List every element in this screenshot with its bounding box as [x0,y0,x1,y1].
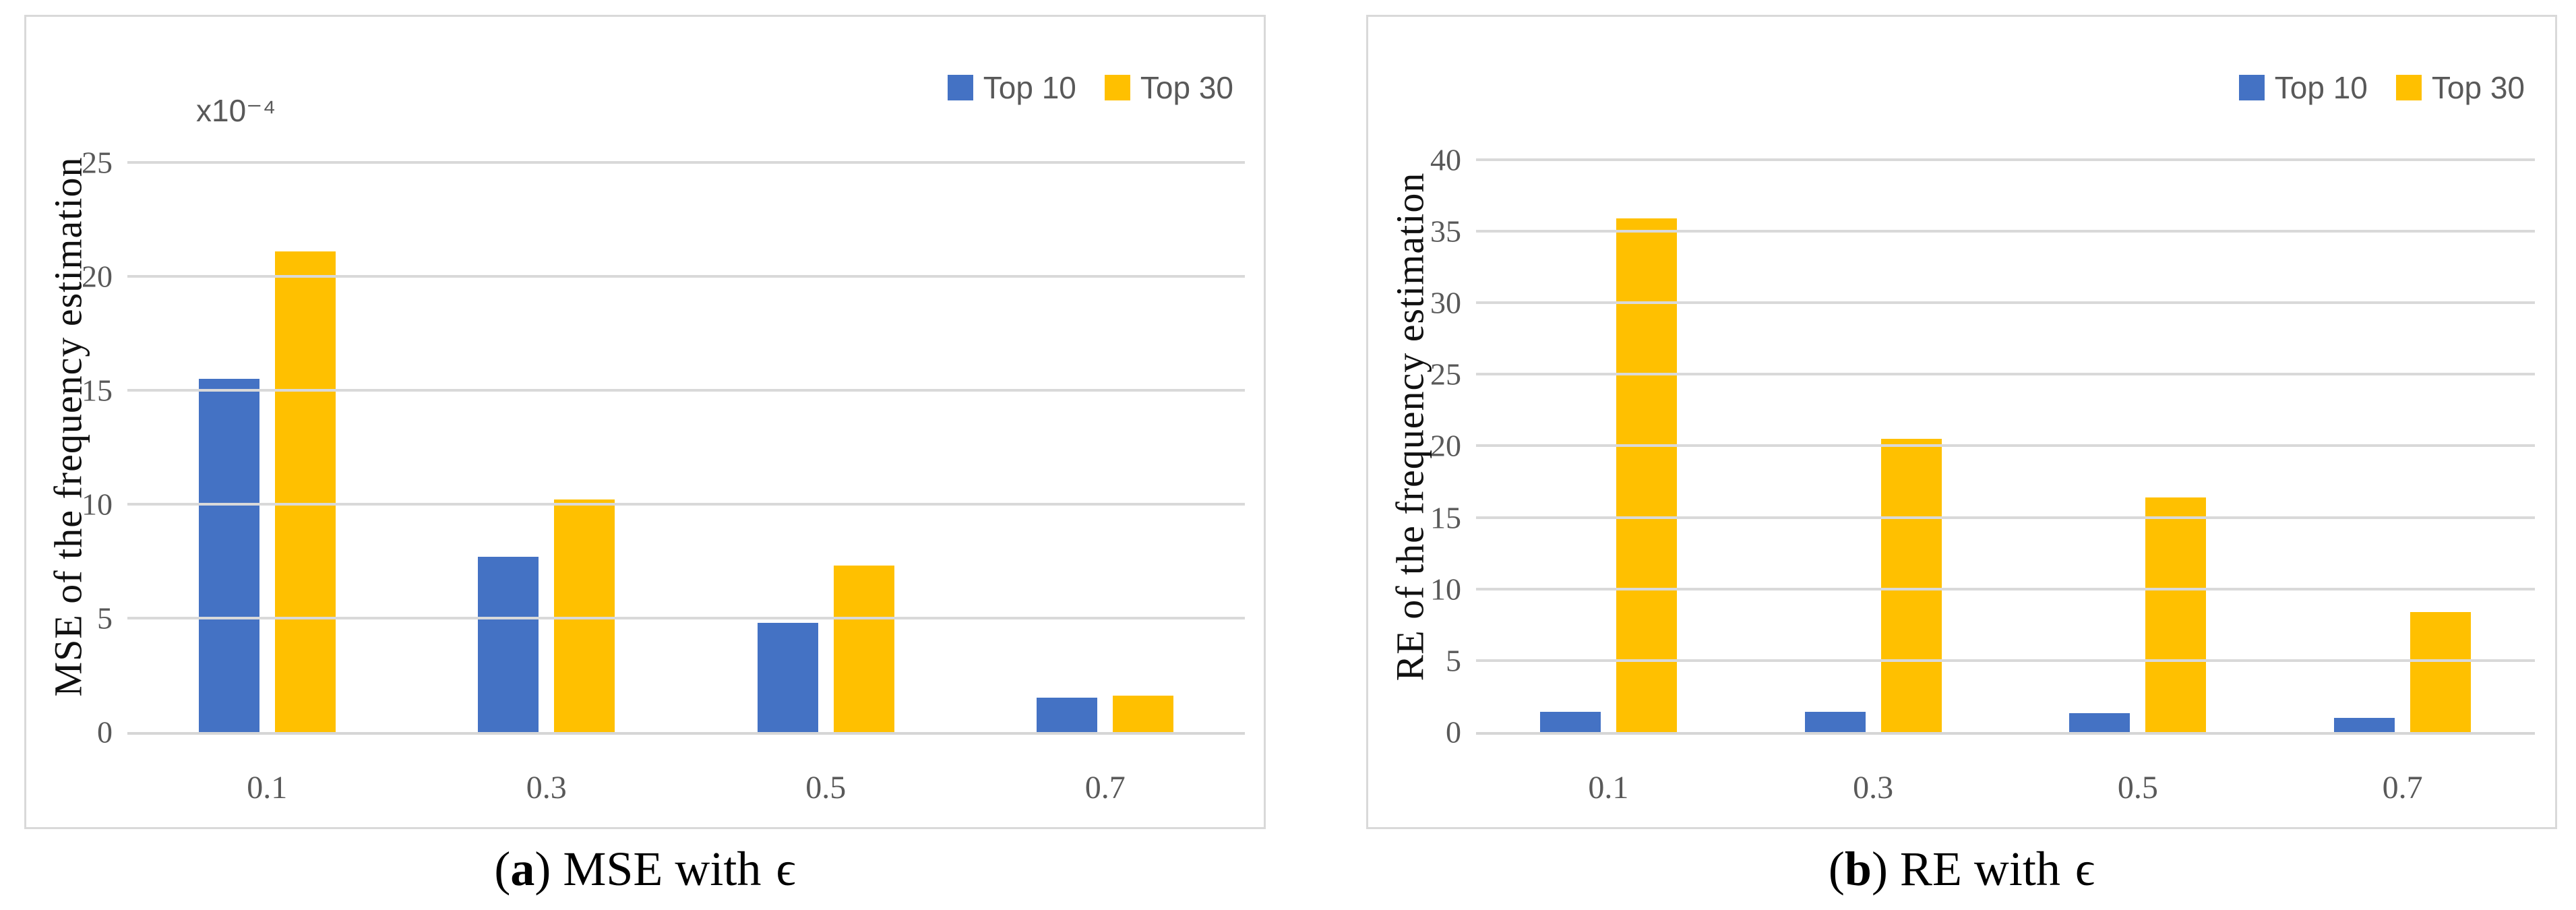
y-tick-label: 20 [1430,428,1461,463]
legend-item-top-30: Top 30 [2395,69,2525,106]
y-tick-label: 0 [97,715,113,750]
bar-top-10-0.1 [198,378,259,732]
gridline [127,160,1245,164]
bar-top-30-0.3 [1880,438,1942,732]
y-tick-label: 25 [82,145,113,180]
gridline [1476,373,2535,376]
bar-group-0.1 [127,117,407,732]
caption-a: (a) MSE with ϵ [24,841,1266,897]
gridline [1476,587,2535,590]
y-tick-label: 40 [1430,142,1461,177]
legend: Top 10 Top 30 [947,69,1233,106]
gridline [127,274,1245,278]
legend-item-top-10: Top 10 [947,69,1076,106]
gridline [1476,301,2535,305]
gridline [1476,444,2535,448]
bar-top-30-0.7 [1113,695,1174,732]
y-axis-multiplier-label: x10⁻⁴ [196,93,276,128]
gridline [1476,158,2535,161]
gridline [127,502,1245,506]
panel-b-column: RE of the frequency estimation Top 10 Top… [1366,15,2557,897]
y-tick-label: 25 [1430,357,1461,392]
bar-top-10-0.5 [2069,713,2130,732]
epsilon-symbol: ϵ [2075,842,2095,896]
bar-top-10-0.3 [1804,712,1866,732]
bar-top-30-0.5 [833,566,894,732]
legend-swatch-icon [1104,75,1130,100]
caption-text: ) MSE with [534,842,762,896]
chart-panel-mse: MSE of the frequency estimation x10⁻⁴ To… [24,15,1266,829]
caption-b: (b) RE with ϵ [1366,841,2557,897]
x-tick-label: 0.3 [526,770,567,806]
bar-top-10-0.7 [2334,717,2395,732]
y-tick-label: 10 [1430,572,1461,607]
bar-groups [127,117,1245,732]
x-tick-label: 0.5 [2117,770,2158,806]
legend-label: Top 10 [2274,70,2368,105]
gridline [127,388,1245,392]
x-tick-label: 0.7 [2382,770,2423,806]
y-tick-label: 10 [82,487,113,522]
legend-label: Top 30 [2431,70,2525,105]
caption-letter: a [510,842,535,896]
bar-top-30-0.1 [1616,218,1677,732]
y-tick-label: 0 [1446,715,1461,750]
plot-area: 0 5 10 15 20 25 30 35 40 [1430,117,2535,750]
caption-letter: b [1844,842,1872,896]
legend-swatch-icon [2395,75,2422,100]
bar-top-30-0.3 [554,499,615,732]
caption-text: ) RE with [1871,842,2060,896]
bar-groups [1476,117,2535,732]
y-tick-label: 15 [1430,500,1461,535]
bar-top-30-0.7 [2410,611,2472,732]
gridline [127,616,1245,619]
bar-group-0.5 [2006,117,2271,732]
y-tick-label: 5 [97,601,113,636]
y-axis-title-re: RE of the frequency estimation [1388,172,1432,681]
bar-top-10-0.3 [478,556,539,732]
bar-group-0.3 [407,117,687,732]
legend-label: Top 30 [1140,70,1233,105]
gridline [1476,229,2535,233]
x-axis-labels: 0.1 0.3 0.5 0.7 [1476,769,2535,816]
bar-top-30-0.1 [274,251,336,732]
bar-top-10-0.7 [1037,698,1098,732]
plot-area: 0 5 10 15 20 25 [82,117,1245,750]
x-tick-label: 0.1 [247,770,288,806]
x-tick-label: 0.5 [805,770,847,806]
gridline [1476,516,2535,519]
bar-group-0.1 [1476,117,1741,732]
y-axis-title-mse: MSE of the frequency estimation [46,156,90,697]
gridline [1476,659,2535,662]
bar-group-0.7 [966,117,1246,732]
epsilon-symbol: ϵ [776,842,796,896]
legend-swatch-icon [947,75,973,100]
chart-panel-re: RE of the frequency estimation Top 10 Top… [1366,15,2557,829]
bar-top-30-0.5 [2145,497,2207,732]
y-tick-label: 15 [82,373,113,408]
y-tick-label: 5 [1446,643,1461,678]
y-tick-label: 30 [1430,285,1461,320]
x-tick-label: 0.3 [1853,770,1894,806]
bar-top-10-0.1 [1539,712,1601,732]
legend: Top 10 Top 30 [2238,69,2525,106]
bar-group-0.3 [1741,117,2006,732]
y-tick-label: 35 [1430,214,1461,249]
legend-item-top-30: Top 30 [1104,69,1233,106]
legend-item-top-10: Top 10 [2238,69,2368,106]
x-axis-labels: 0.1 0.3 0.5 0.7 [127,769,1245,816]
x-tick-label: 0.1 [1588,770,1629,806]
legend-label: Top 10 [983,70,1076,105]
bar-group-0.5 [686,117,966,732]
bar-top-10-0.5 [757,622,818,732]
bar-group-0.7 [2270,117,2535,732]
x-tick-label: 0.7 [1084,770,1126,806]
legend-swatch-icon [2238,75,2265,100]
caption-paren: ( [494,842,511,896]
caption-paren: ( [1828,842,1845,896]
panel-a-column: MSE of the frequency estimation x10⁻⁴ To… [24,15,1266,897]
y-tick-label: 20 [82,259,113,294]
